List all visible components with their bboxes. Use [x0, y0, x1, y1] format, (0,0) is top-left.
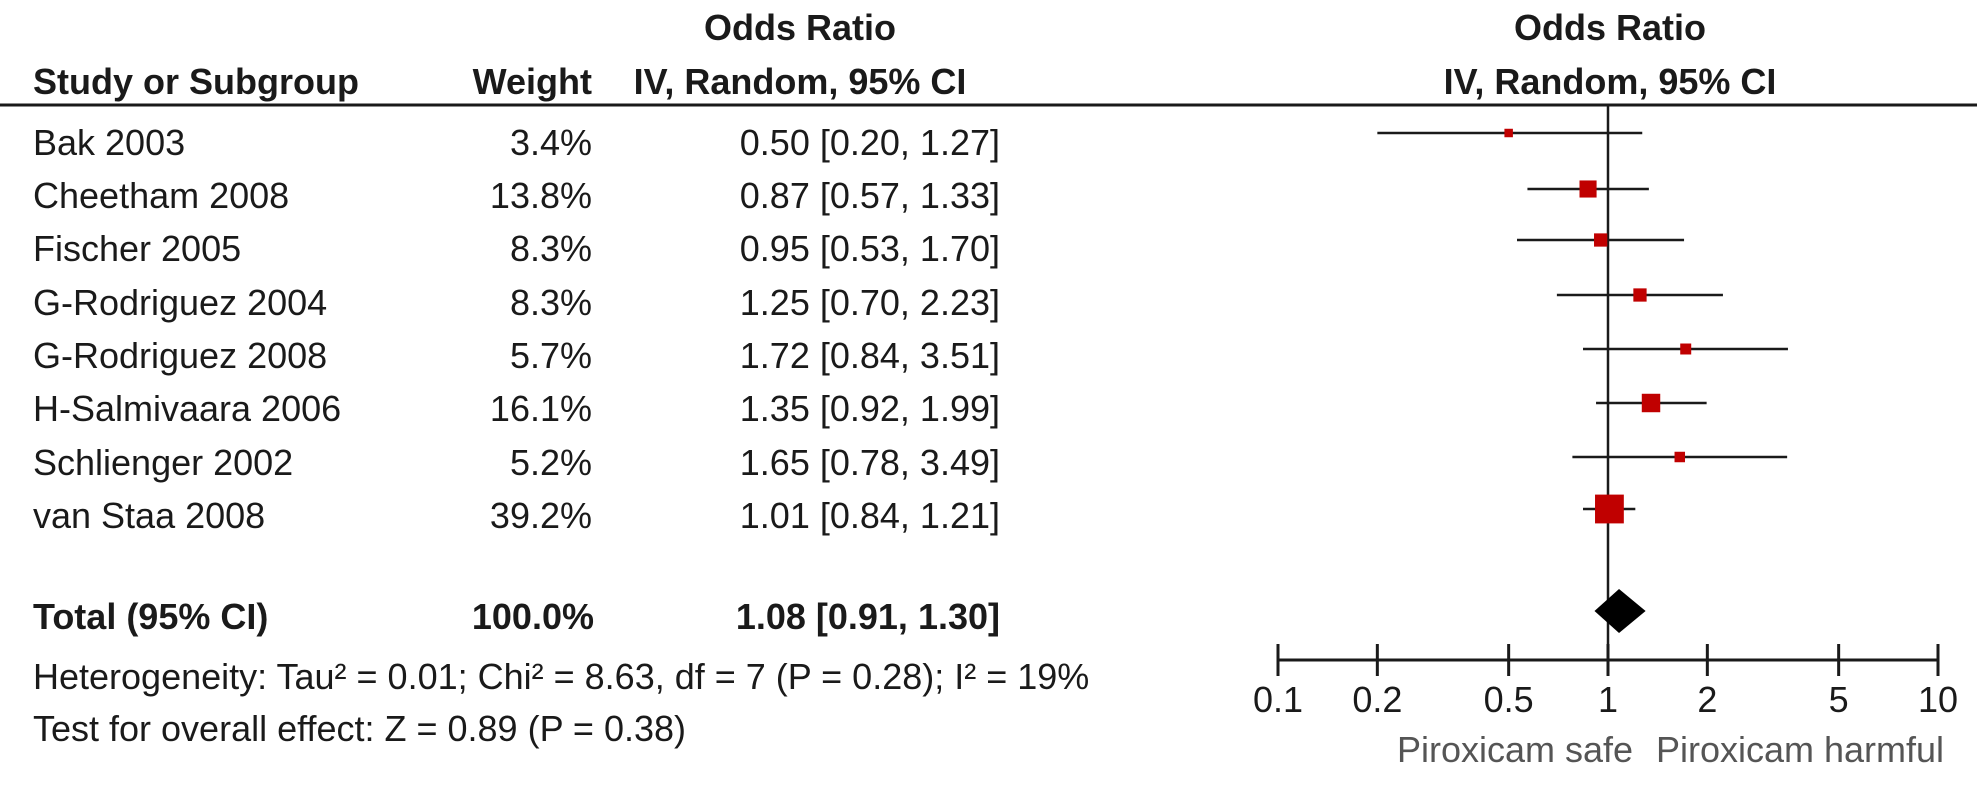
study-name: Cheetham 2008 [33, 175, 290, 216]
axis-label-right: Piroxicam harmful [1656, 729, 1944, 770]
plot-method-header: IV, Random, 95% CI [1443, 61, 1777, 102]
plot-group-header: Odds Ratio [1513, 7, 1706, 48]
x-tick-label: 0.1 [1253, 679, 1303, 720]
heterogeneity-text: Heterogeneity: Tau² = 0.01; Chi² = 8.63,… [33, 656, 1090, 697]
study-name: van Staa 2008 [33, 495, 266, 536]
point-estimate-marker [1579, 180, 1597, 198]
axis-label-left: Piroxicam safe [1397, 729, 1633, 770]
point-estimate-marker [1595, 494, 1624, 524]
study-weight: 5.2% [509, 442, 592, 483]
or-column-group-header: Odds Ratio [703, 7, 896, 48]
study-name: G-Rodriguez 2004 [33, 282, 328, 323]
point-estimate-marker [1680, 343, 1692, 355]
x-tick-label: 5 [1829, 679, 1849, 720]
x-tick-label: 0.2 [1352, 679, 1402, 720]
study-ci: 0.87 [0.57, 1.33] [739, 175, 1000, 216]
study-name: G-Rodriguez 2008 [33, 335, 328, 376]
total-weight: 100.0% [471, 596, 594, 637]
x-tick-label: 10 [1918, 679, 1958, 720]
study-weight: 5.7% [509, 335, 592, 376]
study-ci: 1.25 [0.70, 2.23] [739, 282, 1000, 323]
x-axis-ticks: 0.1 0.2 0.5 1 2 5 10 [1253, 644, 1958, 720]
study-weight: 8.3% [509, 228, 592, 269]
x-tick-label: 2 [1697, 679, 1717, 720]
study-ci: 1.72 [0.84, 3.51] [739, 335, 1000, 376]
study-weight: 16.1% [489, 388, 592, 429]
study-name: Schlienger 2002 [33, 442, 294, 483]
study-weight: 8.3% [509, 282, 592, 323]
total-ci: 1.08 [0.91, 1.30] [735, 596, 1000, 637]
total-label: Total (95% CI) [33, 596, 269, 637]
x-tick-label: 0.5 [1484, 679, 1534, 720]
or-column-method-header: IV, Random, 95% CI [633, 61, 967, 102]
point-estimate-marker [1674, 451, 1686, 463]
overall-effect-text: Test for overall effect: Z = 0.89 (P = 0… [33, 708, 687, 749]
x-axis: 0.1 0.2 0.5 1 2 5 10 [1253, 644, 1958, 720]
point-estimate-marker [1504, 128, 1513, 138]
study-ci: 1.01 [0.84, 1.21] [739, 495, 1000, 536]
study-name: Bak 2003 [33, 122, 186, 163]
study-column-header: Study or Subgroup [33, 61, 359, 102]
point-estimate-marker [1641, 393, 1661, 413]
study-weight: 39.2% [489, 495, 592, 536]
point-estimate-marker [1633, 288, 1647, 302]
study-name: Fischer 2005 [33, 228, 242, 269]
study-ci: 1.65 [0.78, 3.49] [739, 442, 1000, 483]
study-name: H-Salmivaara 2006 [33, 388, 342, 429]
weight-column-header: Weight [472, 61, 592, 102]
study-ci: 0.50 [0.20, 1.27] [739, 122, 1000, 163]
x-tick-label: 1 [1598, 679, 1618, 720]
study-weight: 3.4% [509, 122, 592, 163]
study-weight: 13.8% [489, 175, 592, 216]
point-estimate-marker [1594, 233, 1608, 247]
study-ci: 0.95 [0.53, 1.70] [739, 228, 1000, 269]
study-ci: 1.35 [0.92, 1.99] [739, 388, 1000, 429]
pooled-diamond [1594, 589, 1646, 633]
study-markers [1377, 128, 1788, 524]
